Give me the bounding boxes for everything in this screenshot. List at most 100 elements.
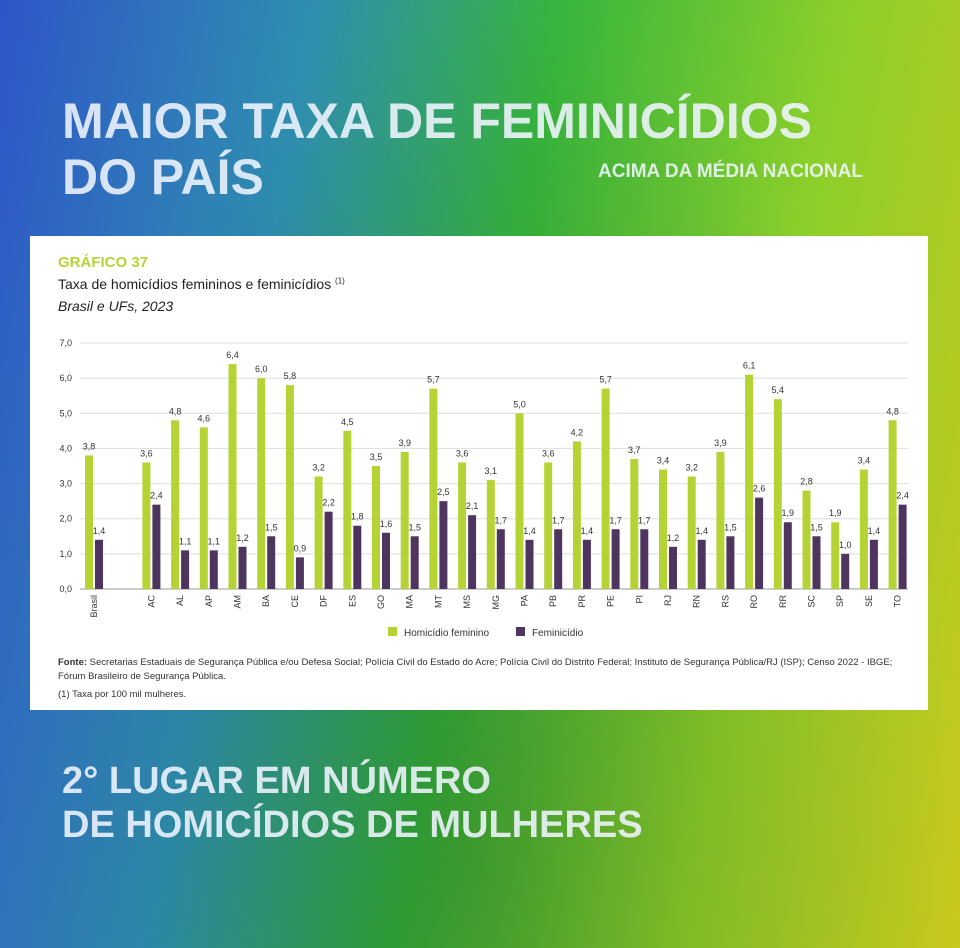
bar-homicidio [199, 427, 208, 589]
y-tick-label: 2,0 [59, 514, 72, 524]
data-label: 1,0 [839, 540, 852, 550]
y-tick-label: 1,0 [59, 549, 72, 559]
data-label: 3,8 [83, 441, 96, 451]
data-label: 3,4 [858, 456, 871, 466]
data-label: 2,4 [896, 491, 909, 501]
data-label: 1,4 [93, 526, 106, 536]
data-label: 3,2 [685, 463, 698, 473]
x-tick-label: RJ [663, 595, 673, 606]
data-label: 6,4 [226, 350, 239, 360]
data-label: 4,8 [169, 406, 182, 416]
x-tick-label: RR [778, 595, 788, 608]
x-tick-label: PA [520, 595, 530, 606]
data-label: 1,5 [408, 522, 421, 532]
bar-homicidio [601, 388, 610, 589]
y-tick-label: 3,0 [59, 479, 72, 489]
bar-feminicidio [611, 529, 620, 589]
y-tick-label: 5,0 [59, 408, 72, 418]
chart-title-text: Taxa de homicídios femininos e feminicíd… [58, 276, 332, 292]
bar-feminicidio [812, 536, 821, 589]
data-label: 3,1 [485, 466, 498, 476]
x-tick-label: ES [347, 595, 357, 607]
data-label: 1,8 [351, 512, 364, 522]
x-tick-label: MS [462, 595, 472, 609]
bar-feminicidio [95, 539, 103, 589]
data-label: 5,0 [513, 399, 526, 409]
bar-chart: 0,0 1,0 2,0 3,0 4,0 5,0 6,0 7,0 3,8 1,4 Brasil 3,6 2… [59, 338, 909, 639]
y-tick-label: 7,0 [59, 338, 72, 348]
bar-feminicidio [640, 529, 649, 589]
source-text: Secretarias Estaduais de Segurança Públi… [58, 657, 893, 682]
data-label: 1,7 [552, 515, 565, 525]
data-label: 2,5 [437, 487, 450, 497]
data-label: 3,6 [456, 448, 469, 458]
bottom-line-1: 2° LUGAR EM NÚMERO [62, 760, 491, 802]
x-tick-label: BA [261, 595, 271, 607]
bar-homicidio [458, 462, 467, 589]
x-tick-label: TO [893, 595, 903, 607]
bar-feminicidio [726, 536, 735, 589]
data-label: 4,5 [341, 417, 354, 427]
x-tick-label: RO [749, 595, 759, 609]
x-tick-label: PB [548, 595, 558, 607]
data-label: 1,1 [208, 536, 221, 546]
x-tick-label: PE [606, 595, 616, 607]
bar-homicidio [572, 441, 581, 589]
source-note: Fonte: Secretarias Estaduais de Seguranç… [58, 656, 908, 684]
data-label: 2,2 [322, 498, 335, 508]
bar-feminicidio [410, 536, 419, 589]
bar-feminicidio [841, 553, 850, 589]
bar-homicidio [400, 451, 409, 589]
x-tick-label: PI [634, 595, 644, 604]
chart-title: Taxa de homicídios femininos e feminicíd… [58, 276, 345, 292]
x-tick-label: Brasil [89, 595, 99, 618]
bar-feminicidio [324, 511, 333, 589]
data-label: 2,6 [753, 484, 766, 494]
bar-feminicidio [181, 550, 190, 589]
bar-feminicidio [353, 525, 362, 589]
x-tick-label: AM [233, 595, 243, 609]
data-label: 1,4 [581, 526, 594, 536]
bar-feminicidio [295, 557, 304, 589]
data-label: 1,6 [380, 519, 393, 529]
data-label: 2,8 [800, 477, 813, 487]
bar-homicidio [257, 378, 266, 589]
legend-swatch [388, 627, 397, 636]
bar-homicidio [171, 420, 180, 589]
chart-panel: GRÁFICO 37 Taxa de homicídios femininos … [30, 236, 928, 710]
data-label: 1,2 [236, 533, 249, 543]
chart-title-note: (1) [335, 276, 345, 286]
data-label: 1,4 [868, 526, 881, 536]
bar-feminicidio [238, 546, 247, 589]
chart-subtitle: Brasil e UFs, 2023 [58, 298, 174, 314]
headline-line-2: DO PAÍS [62, 149, 264, 205]
data-label: 5,7 [599, 375, 612, 385]
data-label: 4,2 [571, 427, 584, 437]
legend-label: Homicídio feminino [404, 628, 489, 639]
bar-homicidio [888, 420, 897, 589]
data-label: 1,7 [609, 515, 622, 525]
data-label: 5,7 [427, 375, 440, 385]
x-tick-label: MA [405, 595, 415, 609]
bar-feminicidio [783, 522, 792, 589]
y-tick-label: 6,0 [59, 373, 72, 383]
bar-homicidio [228, 364, 237, 589]
bar-feminicidio [382, 532, 390, 589]
headline-line-1: MAIOR TAXA DE FEMINICÍDIOS [62, 93, 812, 149]
x-tick-label: GO [376, 595, 386, 609]
bar-feminicidio [468, 515, 477, 589]
x-tick-label: AP [204, 595, 214, 607]
bar-homicidio [716, 451, 725, 589]
bar-feminicidio [267, 536, 276, 589]
data-label: 3,6 [140, 448, 153, 458]
x-tick-label: DF [319, 595, 329, 607]
data-label: 1,7 [638, 515, 651, 525]
x-tick-label: AC [146, 595, 156, 608]
bar-feminicidio [209, 550, 218, 589]
bar-homicidio [314, 476, 323, 589]
data-label: 4,8 [886, 406, 899, 416]
data-label: 1,4 [695, 526, 708, 536]
bar-feminicidio [496, 529, 505, 589]
data-label: 1,1 [179, 536, 192, 546]
data-label: 2,1 [466, 501, 479, 511]
